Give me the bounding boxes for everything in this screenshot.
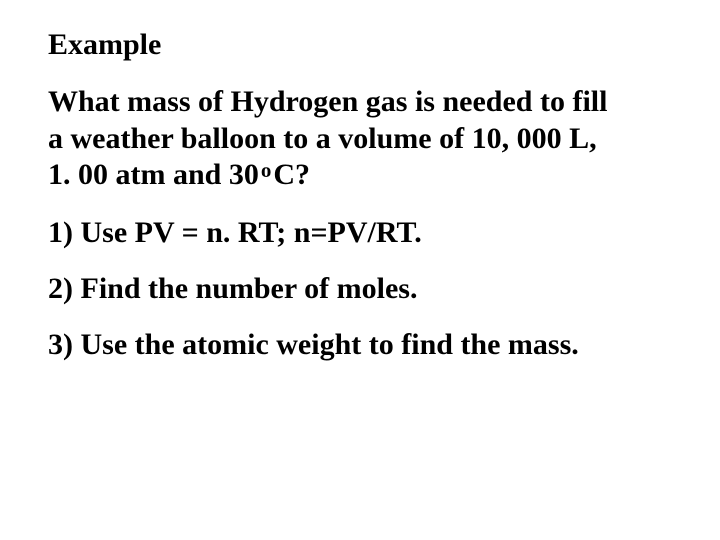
question-line-1: What mass of Hydrogen gas is needed to f…	[48, 85, 607, 118]
question-block: What mass of Hydrogen gas is needed to f…	[48, 84, 672, 194]
step-3: 3) Use the atomic weight to find the mas…	[48, 328, 672, 362]
step-1: 1) Use PV = n. RT; n=PV/RT.	[48, 216, 672, 250]
example-heading: Example	[48, 28, 672, 62]
question-line-3-post: C?	[273, 158, 310, 191]
degree-symbol: o	[259, 158, 274, 182]
step-3-text: 3) Use the atomic weight to find the mas…	[48, 328, 579, 361]
heading-text: Example	[48, 28, 161, 61]
question-line-3-pre: 1. 00 atm and 30	[48, 158, 259, 191]
question-line-2: a weather balloon to a volume of 10, 000…	[48, 122, 597, 155]
slide-page: Example What mass of Hydrogen gas is nee…	[0, 0, 720, 362]
step-1-text: 1) Use PV = n. RT; n=PV/RT.	[48, 216, 422, 249]
step-2-text: 2) Find the number of moles.	[48, 272, 417, 305]
step-2: 2) Find the number of moles.	[48, 272, 672, 306]
